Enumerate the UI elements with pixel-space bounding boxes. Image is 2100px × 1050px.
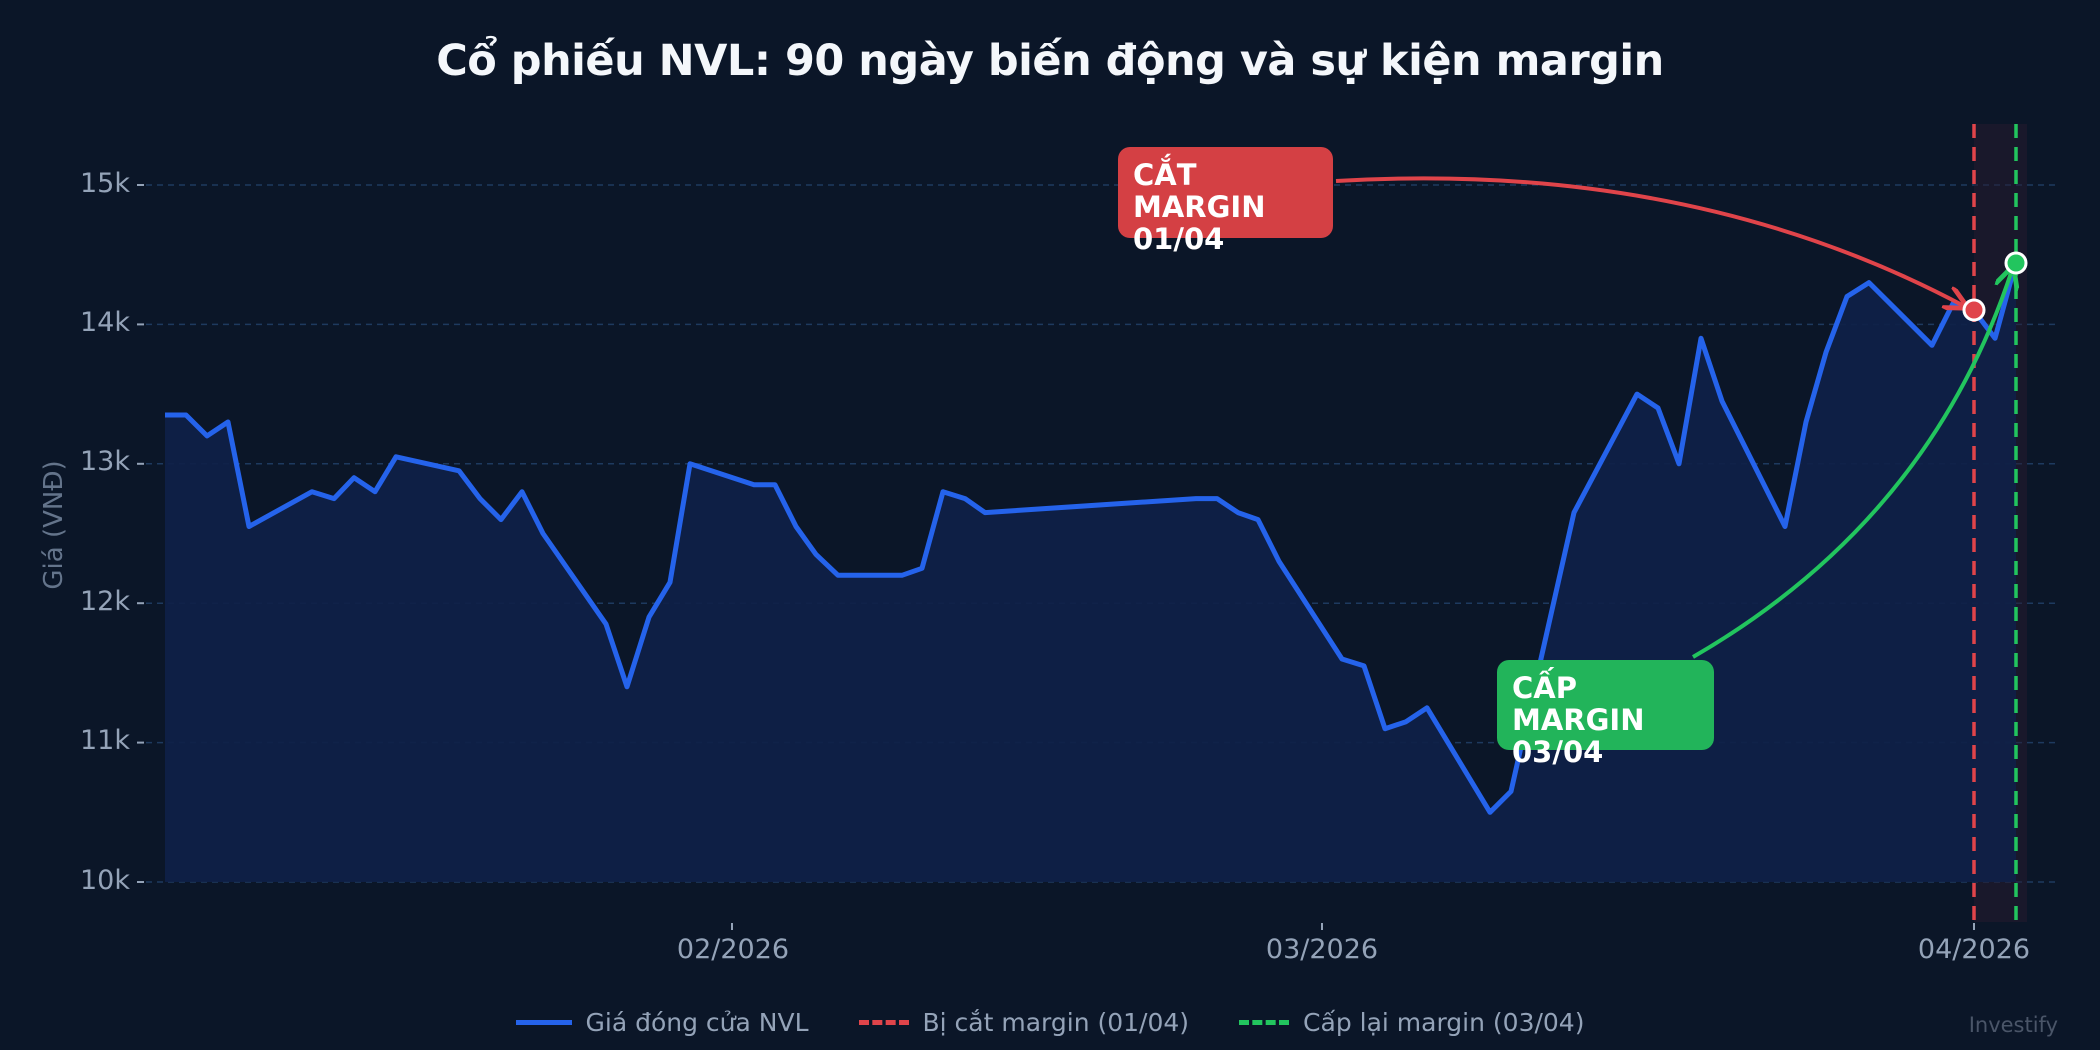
dashed-line-icon <box>1239 1020 1290 1025</box>
x-tick-04-2026: 04/2026 <box>1917 934 2031 965</box>
legend: Giá đóng cửa NVL Bị cắt margin (01/04) C… <box>0 1008 2100 1037</box>
y-axis-label: Giá (VNĐ) <box>39 460 69 590</box>
grant-margin-marker <box>2004 251 2028 275</box>
y-tick-11k: 11k <box>80 725 130 756</box>
x-tick-03-2026: 03/2026 <box>1265 934 1379 965</box>
y-tick-10k: 10k <box>80 865 130 896</box>
grant-margin-date: 03/04 <box>1512 735 1604 769</box>
y-tick-15k: 15k <box>80 168 130 199</box>
price-area-fill <box>165 261 2016 882</box>
legend-price-label: Giá đóng cửa NVL <box>585 1008 809 1037</box>
chart-title: Cổ phiếu NVL: 90 ngày biến động và sự ki… <box>436 36 1664 86</box>
price-line <box>165 261 2019 815</box>
cut-margin-label: CẮT MARGIN <box>1133 158 1266 224</box>
cut-margin-date: 01/04 <box>1133 222 1225 256</box>
y-tick-14k: 14k <box>80 307 130 338</box>
legend-item-cut: Bị cắt margin (01/04) <box>858 1008 1190 1037</box>
cut-margin-annotation: CẮT MARGIN 01/04 <box>1118 147 1333 255</box>
grant-margin-annotation: CẤP MARGIN 03/04 <box>1497 660 1714 768</box>
gridlines <box>137 184 2058 883</box>
grant-margin-arrow <box>1691 270 2012 659</box>
x-tick-02-2026: 02/2026 <box>676 934 790 965</box>
cut-margin-marker <box>1962 298 1986 322</box>
y-tick-13k: 13k <box>80 446 130 477</box>
dashed-line-icon <box>858 1020 909 1025</box>
solid-line-icon <box>515 1020 572 1025</box>
grant-margin-label: CẤP MARGIN <box>1512 671 1645 737</box>
watermark: Investify <box>1968 1013 2058 1037</box>
x-axis-ticks <box>731 923 1975 930</box>
legend-item-grant: Cấp lại margin (03/04) <box>1239 1008 1584 1037</box>
cut-margin-arrow <box>1335 176 1964 306</box>
legend-cut-label: Bị cắt margin (01/04) <box>922 1008 1190 1037</box>
legend-grant-label: Cấp lại margin (03/04) <box>1303 1008 1585 1037</box>
legend-item-price: Giá đóng cửa NVL <box>515 1008 809 1037</box>
y-tick-12k: 12k <box>80 586 130 617</box>
